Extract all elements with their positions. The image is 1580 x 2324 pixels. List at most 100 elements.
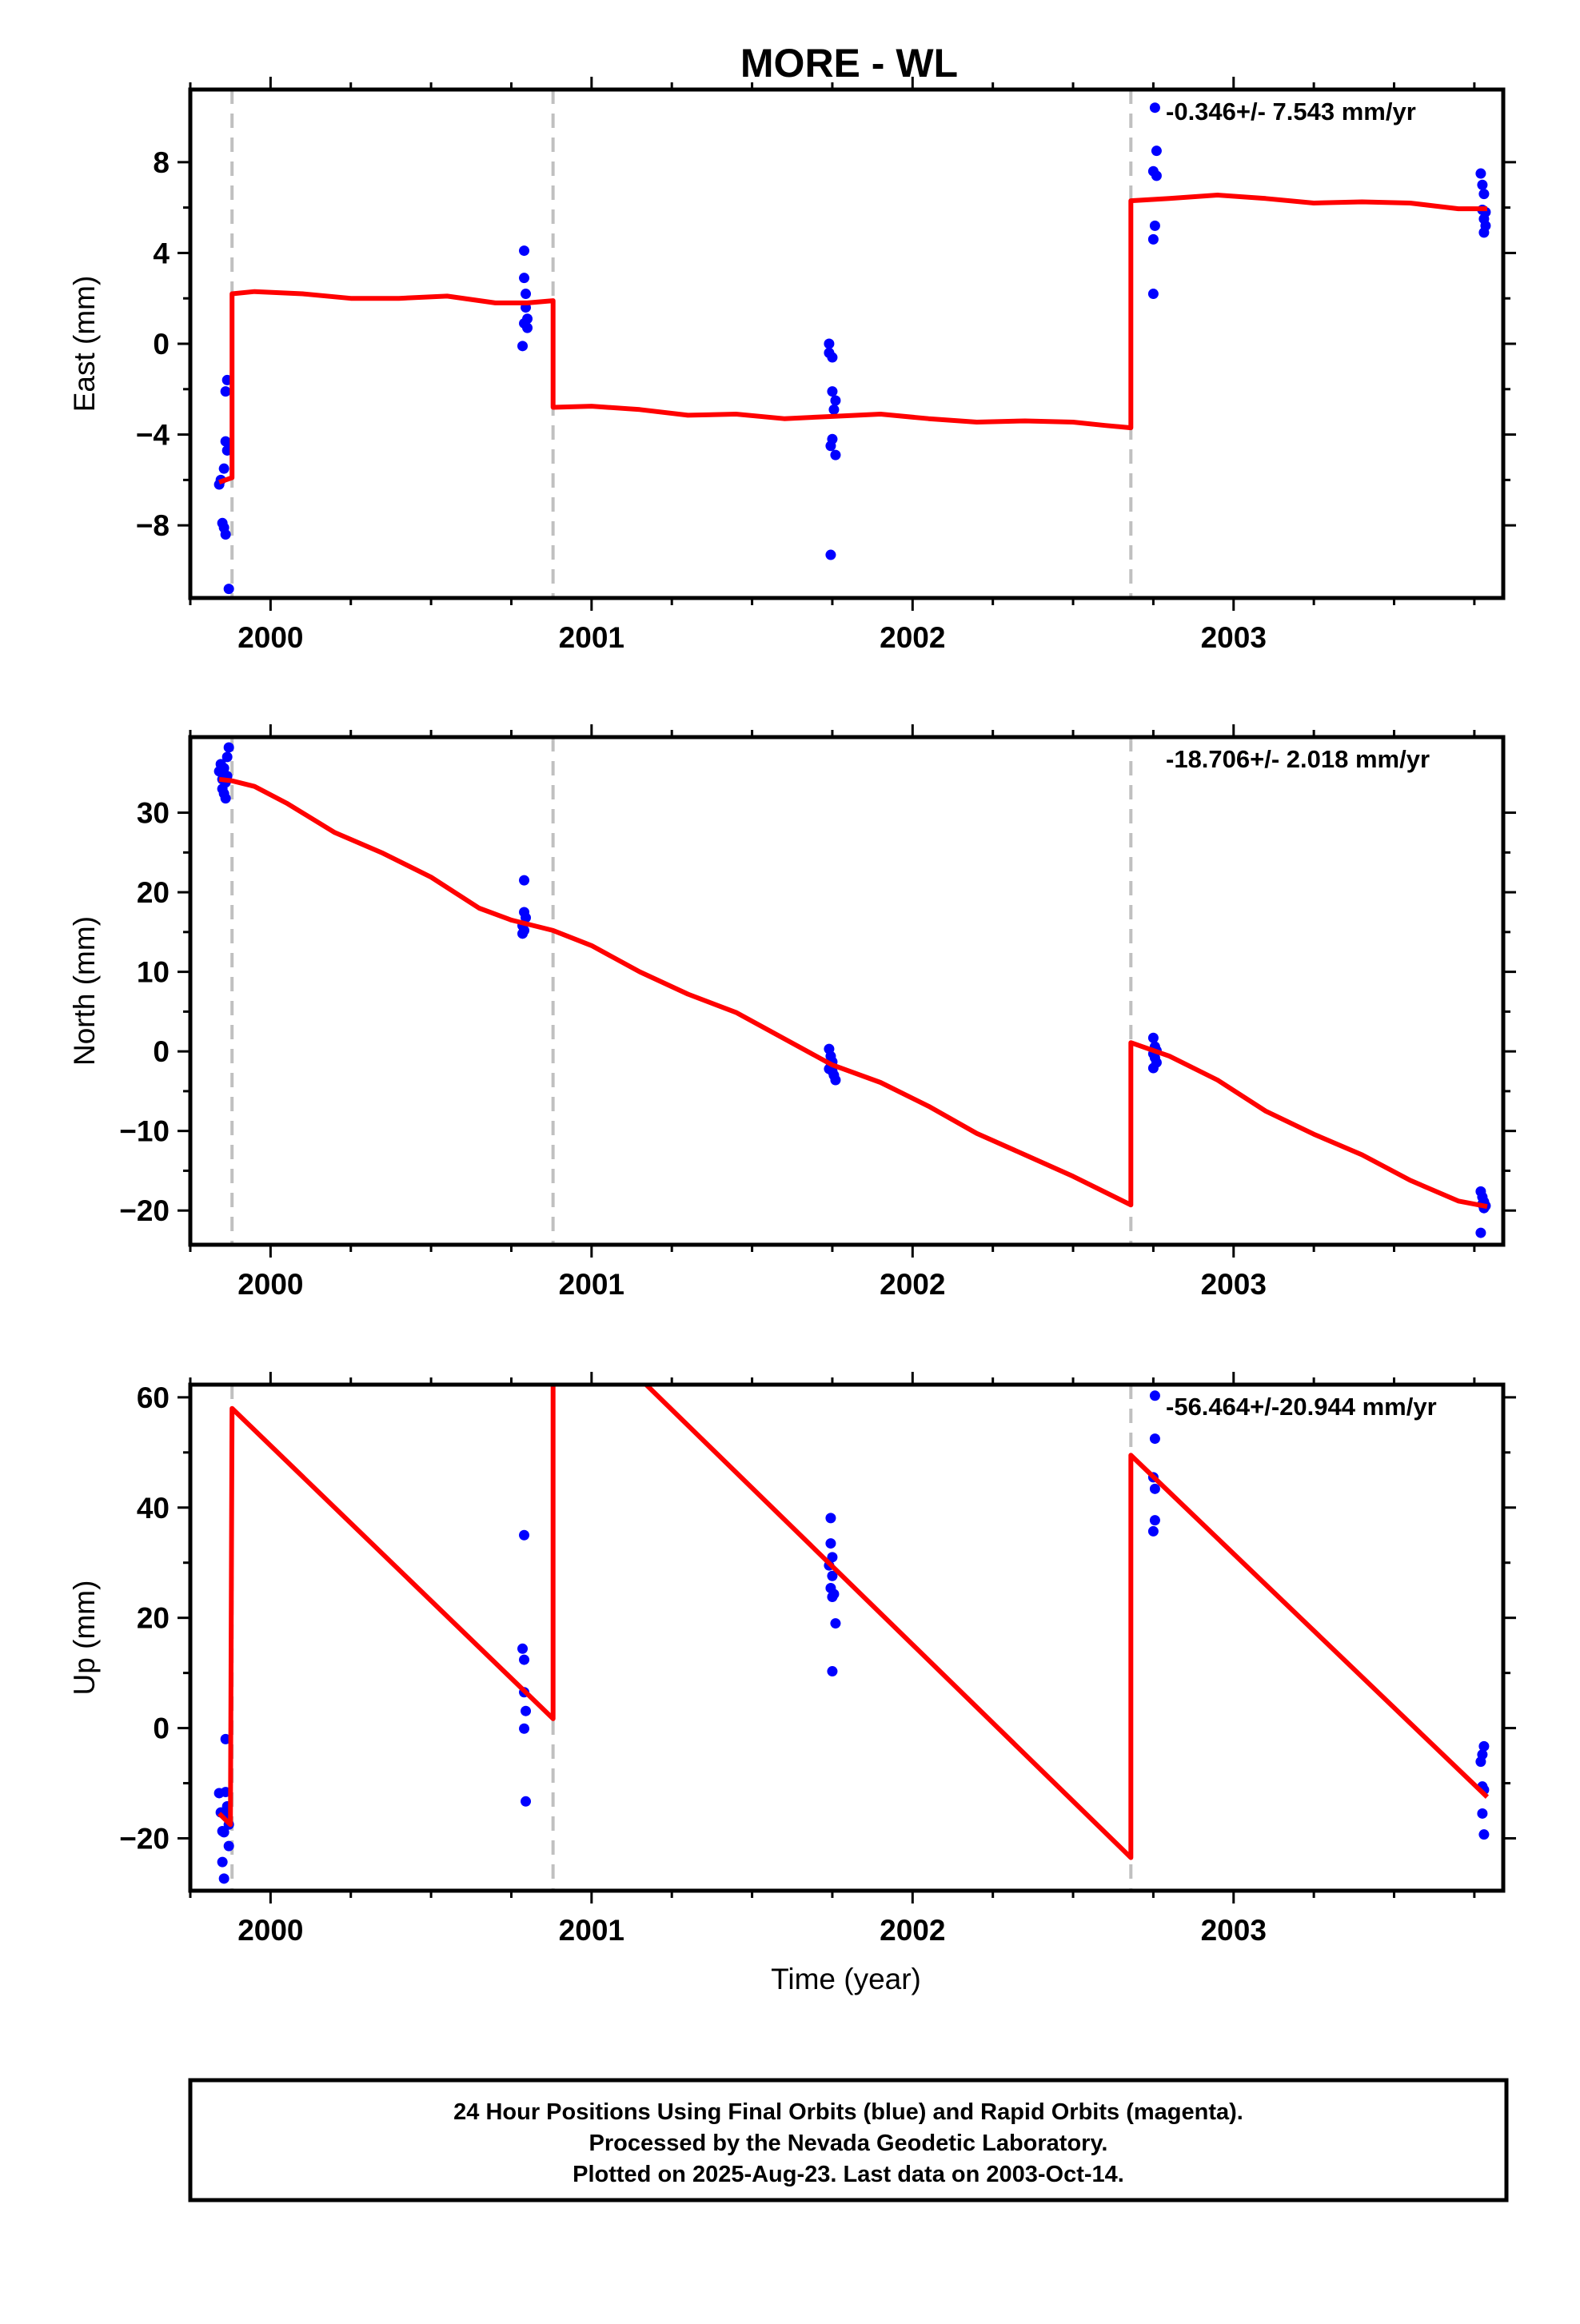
east-data-point — [220, 529, 231, 540]
up-model-line — [217, 1385, 556, 1828]
up-data-point — [521, 1705, 532, 1716]
north-y-tick-label: 0 — [153, 1035, 170, 1068]
east-data-point — [1147, 233, 1159, 245]
north-rate-label: -18.706+/- 2.018 mm/yr — [1166, 745, 1430, 773]
up-y-tick-label: −20 — [119, 1822, 170, 1855]
east-data-point — [223, 584, 234, 595]
north-data-point — [223, 742, 234, 753]
up-data-point — [1149, 1515, 1160, 1526]
up-panel: 2000 2001 2002 2003 −20 0 20 40 60 Up (mm) -56.464… — [68, 1372, 1516, 1947]
up-x-tick-label: 2001 — [559, 1914, 624, 1947]
east-y-tick-label: 8 — [153, 146, 170, 179]
up-data-point — [1477, 1749, 1488, 1760]
north-data-point — [218, 763, 229, 774]
east-data-point — [830, 395, 841, 406]
east-data-point — [1478, 189, 1490, 200]
up-frame — [188, 1382, 1506, 1893]
north-x-tick-label: 2003 — [1201, 1268, 1267, 1301]
north-x-tick-label: 2000 — [237, 1268, 303, 1301]
east-y-tick-label: −4 — [136, 419, 170, 452]
up-data-point — [827, 1666, 838, 1677]
up-data-point — [1149, 1483, 1160, 1494]
east-data-point — [521, 289, 532, 300]
up-y-tick-label: 60 — [137, 1381, 170, 1414]
footer-box: 24 Hour Positions Using Final Orbits (bl… — [188, 2078, 1509, 2202]
north-y-tick-label: 10 — [137, 956, 170, 989]
footer-line-1: 24 Hour Positions Using Final Orbits (bl… — [453, 2099, 1243, 2125]
north-data-point — [519, 875, 530, 886]
east-model-group — [218, 193, 1487, 485]
east-panel: 2000 2001 2002 2003 −8 −4 0 4 8 East (mm) -0.346+/… — [68, 77, 1516, 654]
up-y-tick-label: 20 — [137, 1602, 170, 1635]
up-data-point — [1149, 1433, 1160, 1445]
north-data-point — [1475, 1227, 1486, 1238]
up-data-point — [827, 1591, 838, 1602]
east-data-point — [517, 341, 529, 352]
up-data-point — [521, 1796, 532, 1807]
east-data-point — [519, 245, 530, 257]
north-data-point — [830, 1074, 841, 1086]
east-x-tick-label: 2003 — [1201, 621, 1267, 654]
up-y-tick-label: 40 — [137, 1492, 170, 1525]
north-y-tick-label: 20 — [137, 876, 170, 909]
east-data-point — [1151, 145, 1162, 157]
east-data-point — [1147, 289, 1159, 300]
up-y-axis-label: Up (mm) — [68, 1581, 101, 1696]
north-data-point — [1147, 1062, 1159, 1074]
east-frame — [188, 87, 1506, 600]
north-y-tick-label: −20 — [119, 1194, 170, 1227]
east-data-point — [218, 463, 229, 474]
east-data-point — [824, 338, 835, 349]
east-data-point — [1478, 227, 1490, 238]
up-x-tick-label: 2000 — [237, 1914, 303, 1947]
up-data-point — [830, 1618, 841, 1629]
east-data-point — [519, 273, 530, 284]
east-x-tick-label: 2002 — [880, 621, 945, 654]
north-data-point — [221, 751, 233, 763]
north-panel: 2000 2001 2002 2003 −20 −10 0 10 20 30 North (mm) -… — [68, 724, 1516, 1301]
up-x-tick-label: 2003 — [1201, 1914, 1267, 1947]
up-data-point — [218, 1873, 229, 1884]
up-data-point — [218, 1827, 229, 1838]
up-data-point — [519, 1723, 530, 1734]
north-y-axis-label: North (mm) — [68, 916, 101, 1066]
up-model-line — [644, 1385, 1489, 1860]
up-data-point — [827, 1570, 838, 1581]
chart-title: MORE - WL — [740, 41, 958, 86]
up-data-point — [217, 1856, 228, 1868]
up-data-point — [827, 1552, 838, 1563]
north-y-tick-label: 30 — [137, 797, 170, 830]
east-points-group — [213, 102, 1491, 595]
up-data-point — [825, 1513, 836, 1524]
north-model-line — [218, 776, 1488, 1210]
up-x-tick-label: 2002 — [880, 1914, 945, 1947]
up-data-point — [223, 1840, 234, 1852]
up-data-point — [1477, 1808, 1488, 1819]
east-y-tick-label: 0 — [153, 328, 170, 361]
footer-frame — [188, 2078, 1509, 2202]
east-data-point — [1477, 179, 1488, 190]
up-data-point — [1478, 1829, 1490, 1840]
up-data-point — [519, 1654, 530, 1665]
east-y-axis-label: East (mm) — [68, 276, 101, 413]
footer-line-2: Processed by the Nevada Geodetic Laborat… — [589, 2131, 1108, 2156]
north-data-point — [220, 793, 231, 804]
up-y-tick-label: 0 — [153, 1712, 170, 1745]
up-data-point — [519, 1529, 530, 1541]
north-data-point — [517, 928, 529, 939]
up-data-point — [1478, 1740, 1490, 1752]
east-data-point — [220, 386, 231, 397]
up-data-point — [220, 1733, 231, 1744]
north-y-tick-label: −10 — [119, 1115, 170, 1148]
north-x-tick-label: 2002 — [880, 1268, 945, 1301]
x-axis-label: Time (year) — [771, 1963, 921, 1995]
north-frame — [188, 735, 1506, 1247]
east-y-tick-label: 4 — [153, 237, 170, 269]
east-data-point — [828, 404, 840, 415]
east-data-point — [1149, 220, 1160, 231]
up-data-point — [825, 1538, 836, 1549]
